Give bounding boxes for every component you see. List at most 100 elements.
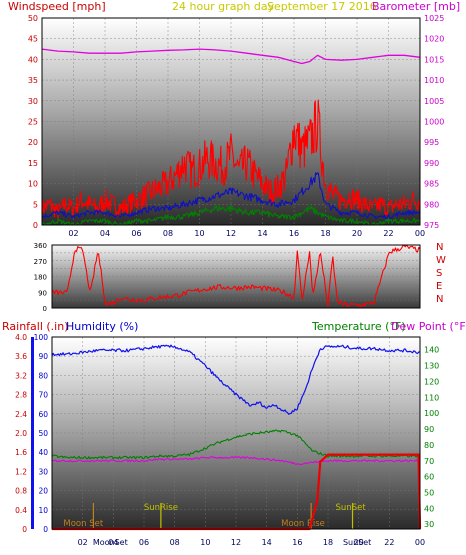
climate-x-tick: 00: [415, 538, 425, 547]
wind-x-tick: 00: [415, 229, 425, 238]
compass-label: S: [436, 268, 442, 279]
event-label: SunRise: [144, 503, 178, 513]
dew-point-line: [51, 456, 421, 466]
baro-y-tick: 995: [424, 138, 439, 147]
climate-x-tick: 06: [139, 538, 149, 547]
graph-period-label: 24 hour graph day: [172, 0, 275, 13]
wind-y-tick: 45: [28, 35, 38, 44]
temperature-axis-title: Temperature (°F): [311, 320, 406, 333]
wind-plot-frame: [41, 17, 421, 226]
climate-x-tick: 12: [231, 538, 241, 547]
baro-y-tick: 1005: [424, 97, 444, 106]
humidity-y-tick: 30: [38, 467, 48, 476]
wind-x-tick: 12: [226, 229, 236, 238]
wind-y-tick: 35: [28, 76, 38, 85]
wind-x-tick: 18: [320, 229, 330, 238]
direction-y-tick: 180: [34, 274, 47, 282]
baro-y-tick: 1025: [424, 14, 444, 23]
climate-plot-frame: [51, 336, 421, 530]
rain-y-tick: 3.6: [15, 352, 27, 361]
temp-y-tick: 140: [424, 346, 439, 355]
humidity-y-tick: 80: [38, 371, 48, 380]
wind-x-tick: 08: [163, 229, 173, 238]
wind-series-layer: [41, 17, 421, 226]
baro-y-tick: 1015: [424, 55, 444, 64]
temp-y-tick: 110: [424, 393, 439, 402]
wind-x-tick: 16: [289, 229, 299, 238]
temp-y-tick: 30: [424, 520, 434, 529]
climate-x-tick: 22: [384, 538, 394, 547]
temp-y-tick: 90: [424, 425, 434, 434]
temp-y-tick: 130: [424, 362, 439, 371]
humidity-y-tick: 60: [38, 410, 48, 419]
wind-x-tick: 14: [257, 229, 267, 238]
temp-y-tick: 50: [424, 489, 434, 498]
windspeed-line: [41, 99, 421, 220]
temp-y-tick: 120: [424, 377, 439, 386]
direction-plot-frame: [51, 244, 421, 309]
humidity-y-tick: 40: [38, 448, 48, 457]
x-event-label: MoonSet: [93, 538, 128, 547]
temp-y-tick: 70: [424, 457, 434, 466]
direction-line: [51, 244, 421, 308]
humidity-axis-bar: [31, 337, 34, 529]
wind-y-tick: 10: [28, 180, 38, 189]
humidity-y-tick: 100: [34, 333, 49, 342]
baro-y-tick: 980: [424, 200, 439, 209]
humidity-y-tick: 10: [38, 506, 48, 515]
rain-y-tick: 1.2: [15, 467, 27, 476]
wind-y-tick: 50: [28, 14, 38, 23]
humidity-y-tick: 0: [43, 525, 48, 534]
wind-y-tick: 40: [28, 55, 38, 64]
axis-ticks-layer: 0510152025303540455097598098599099510001…: [15, 14, 446, 547]
wind-x-tick: 06: [131, 229, 141, 238]
rain-y-tick: 2.0: [15, 429, 27, 438]
climate-x-tick: 16: [292, 538, 302, 547]
compass-label: E: [436, 281, 442, 292]
baro-y-tick: 1010: [424, 76, 444, 85]
wind-y-tick: 5: [33, 200, 38, 209]
rain-y-tick: 1.6: [15, 448, 27, 457]
wind-x-tick: 22: [383, 229, 393, 238]
temp-y-tick: 60: [424, 473, 434, 482]
low-wind-line: [41, 205, 421, 226]
rainfall-axis-title: Rainfall (.in): [2, 320, 69, 333]
event-label: SunSet: [336, 503, 367, 513]
climate-x-tick: 08: [170, 538, 180, 547]
temp-y-tick: 100: [424, 409, 439, 418]
humidity-y-tick: 70: [38, 391, 48, 400]
temp-y-tick: 40: [424, 504, 434, 513]
wind-y-tick: 30: [28, 97, 38, 106]
wind-x-tick: 02: [68, 229, 78, 238]
wind-x-tick: 20: [352, 229, 362, 238]
temperature-line: [51, 429, 421, 460]
graph-date-label: September 17 2016: [267, 0, 377, 13]
rain-y-tick: 0.8: [15, 487, 27, 496]
humidity-axis-title: Humidity (%): [66, 320, 138, 333]
humidity-line: [51, 344, 421, 415]
wind-x-tick: 10: [194, 229, 204, 238]
direction-y-tick: 360: [34, 242, 47, 250]
climate-x-tick: 02: [78, 538, 88, 547]
barometer-axis-title: Barometer [mb]: [372, 0, 460, 13]
dew-point-axis-title: Dew Point (°F): [391, 320, 466, 333]
temp-y-tick: 80: [424, 441, 434, 450]
x-event-label: SunSet: [343, 538, 371, 547]
rain-y-tick: 0: [22, 525, 27, 534]
event-label: Moon Set: [63, 519, 103, 529]
wind-y-tick: 15: [28, 159, 38, 168]
baro-y-tick: 985: [424, 180, 439, 189]
average-wind-line: [41, 172, 421, 220]
event-label: Moon Rise: [281, 519, 325, 529]
baro-y-tick: 975: [424, 221, 439, 230]
rain-y-tick: 0.4: [15, 506, 27, 515]
direction-y-tick: 90: [38, 289, 47, 297]
wind-y-tick: 25: [28, 118, 38, 127]
barometer-line: [41, 48, 421, 65]
climate-x-tick: 20: [354, 538, 364, 547]
wind-y-tick: 0: [33, 221, 38, 230]
climate-x-tick: 04: [108, 538, 118, 547]
rain-y-tick: 3.2: [15, 371, 27, 380]
